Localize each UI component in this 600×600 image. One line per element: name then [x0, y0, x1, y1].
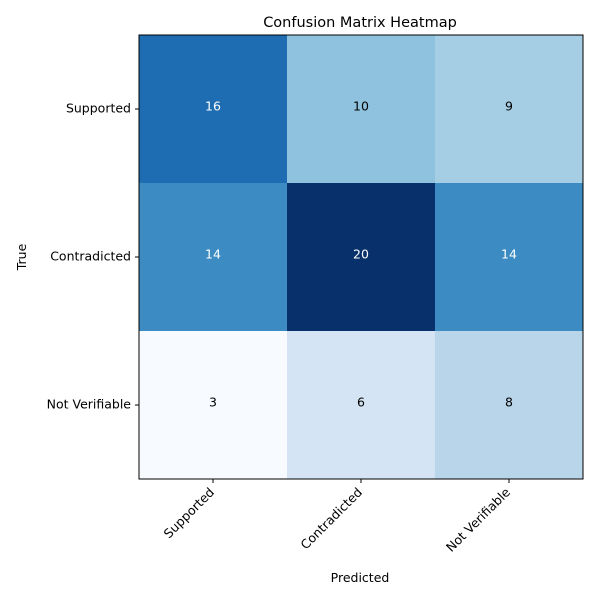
- cell-value-label: 3: [209, 395, 217, 410]
- x-tick-label: Contradicted: [297, 485, 365, 553]
- cell-value-label: 16: [205, 99, 221, 114]
- cell-value-label: 14: [501, 247, 517, 262]
- heatmap-cell: [287, 331, 436, 480]
- chart-title: Confusion Matrix Heatmap: [263, 15, 457, 31]
- heatmap-cell: [435, 35, 584, 184]
- x-axis-ticks: Supported Contradicted Not Verifiable: [161, 479, 513, 555]
- cell-value-label: 10: [353, 99, 369, 114]
- heatmap-cell: [139, 35, 288, 184]
- y-axis-label: True: [14, 243, 29, 271]
- cell-value-label: 8: [505, 395, 513, 410]
- y-tick-label: Supported: [66, 101, 131, 116]
- heatmap-cells: 16 10 9 14 20 14 3 6 8: [139, 35, 584, 480]
- cell-value-label: 9: [505, 99, 513, 114]
- cell-value-label: 6: [357, 395, 365, 410]
- x-tick-label: Supported: [161, 485, 218, 542]
- heatmap-cell: [287, 183, 436, 332]
- x-axis-label: Predicted: [331, 570, 390, 585]
- heatmap-cell: [287, 35, 436, 184]
- cell-value-label: 20: [353, 247, 369, 262]
- cell-value-label: 14: [205, 247, 221, 262]
- heatmap-cell: [139, 331, 288, 480]
- x-tick-label: Not Verifiable: [443, 484, 513, 554]
- y-tick-label: Contradicted: [50, 249, 131, 264]
- y-axis-ticks: Supported Contradicted Not Verifiable: [47, 101, 139, 412]
- heatmap-cell: [435, 183, 584, 332]
- heatmap-cell: [139, 183, 288, 332]
- heatmap-cell: [435, 331, 584, 480]
- y-tick-label: Not Verifiable: [47, 397, 132, 412]
